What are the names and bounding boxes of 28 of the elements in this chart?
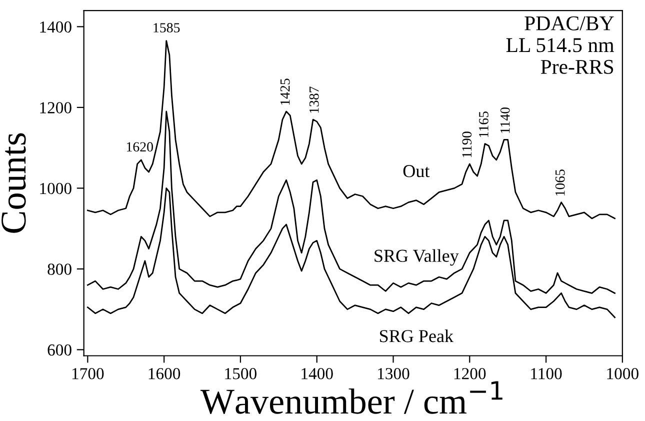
- x-tick-label: 1600: [148, 368, 180, 380]
- annotation: PDAC/BY LL 514.5 nm Pre-RRS: [506, 16, 614, 74]
- y-axis-title: Counts: [2, 133, 26, 233]
- x-tick-label: 1200: [454, 368, 486, 380]
- y-tick-label: 1200: [40, 102, 72, 114]
- annotation: 1065: [555, 170, 565, 196]
- y-tick-label: 600: [48, 344, 72, 356]
- annotation: 1425: [280, 78, 290, 105]
- y-tick-label: 1400: [40, 21, 72, 33]
- x-tick-label: 1100: [531, 368, 562, 380]
- x-tick-label: 1500: [225, 368, 256, 380]
- annotation: 1140: [500, 107, 510, 133]
- x-tick-label: 1700: [72, 368, 104, 380]
- series-label: Out: [403, 165, 430, 178]
- annotation: 1190: [462, 132, 472, 158]
- y-tick-label: 1000: [40, 182, 72, 194]
- series-label: SRG Valley: [374, 249, 459, 266]
- annotation: 1387: [309, 86, 319, 113]
- x-tick-label: 1000: [607, 368, 638, 380]
- y-tick-label: 800: [48, 264, 72, 275]
- x-axis-title: Wavenumber / cm$^{−1}$: [200, 381, 502, 414]
- series-label: SRG Peak: [380, 330, 454, 342]
- line-series: [86, 40, 616, 220]
- x-tick-label: 1300: [378, 368, 410, 380]
- x-tick-label: 1400: [302, 368, 333, 380]
- annotation: 1620: [126, 142, 153, 152]
- annotation: 1585: [154, 23, 180, 32]
- annotation: 1165: [479, 112, 488, 137]
